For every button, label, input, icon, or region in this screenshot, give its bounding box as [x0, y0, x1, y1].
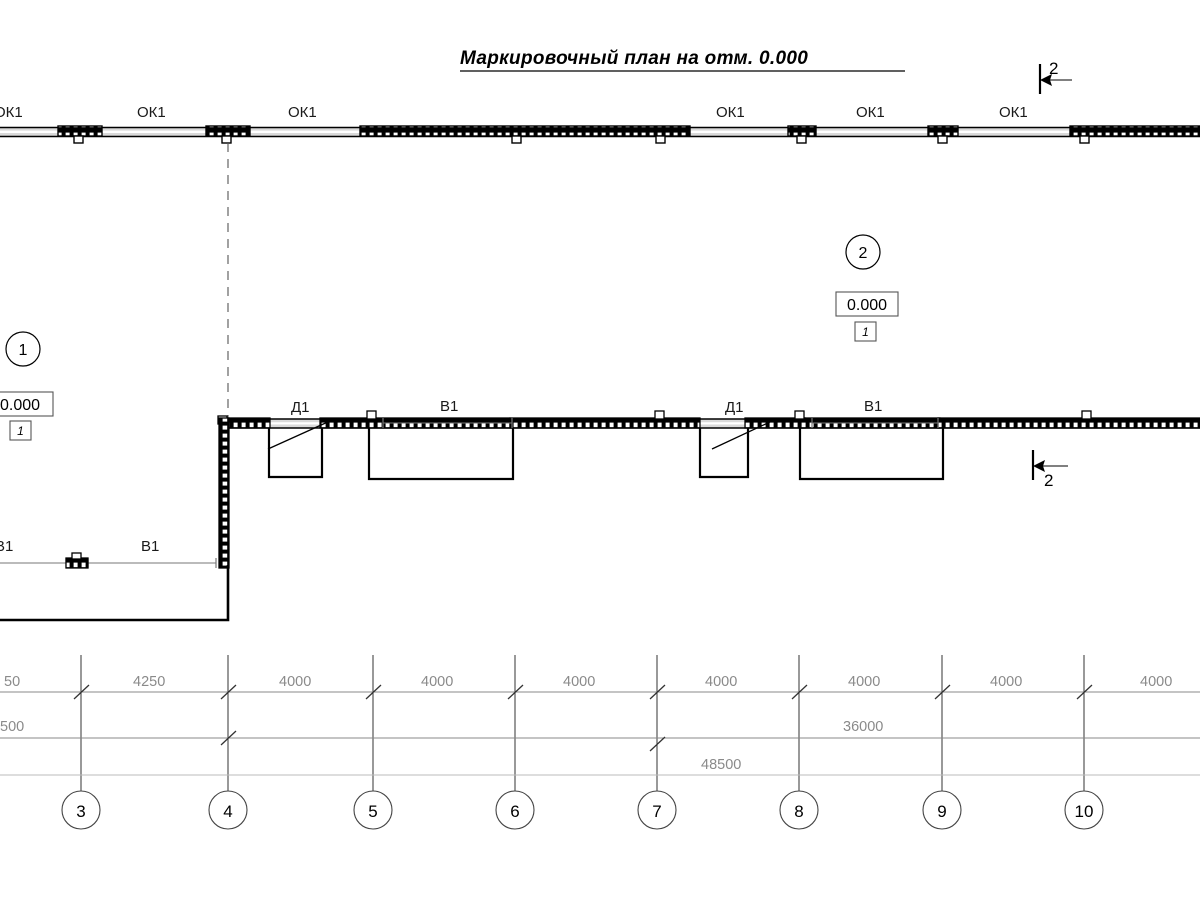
elevation-detail-ref: 1 — [862, 325, 869, 339]
grid-bubble: 10 — [1064, 786, 1104, 830]
window-label: ОК1 — [137, 104, 166, 121]
window-block — [359, 125, 691, 144]
door-label: Д1 — [725, 399, 744, 416]
elevation-value: 0.000 — [847, 297, 887, 314]
lower-wall-dimension — [0, 558, 217, 568]
dimension-row-3: 48500 — [0, 736, 1200, 776]
grid-bubble-label: 9 — [937, 802, 946, 821]
dimension-value: 4250 — [133, 674, 165, 690]
grid-bubble: 9 — [922, 786, 962, 830]
grid-extension-lines — [80, 655, 1085, 792]
lower-wall-labels: В1 В1 — [0, 538, 159, 555]
section-mark-top: 2 — [1038, 59, 1072, 94]
door-label: Д1 — [291, 399, 310, 416]
grid-bubble-label: 7 — [652, 802, 661, 821]
window-label: ОК1 — [716, 104, 745, 121]
dimension-value: 4000 — [705, 674, 737, 690]
window-label: В1 — [440, 398, 458, 415]
top-wall-window-blocks — [57, 125, 1200, 144]
grid-bubble-label: 3 — [76, 802, 85, 821]
grid-bubble: 5 — [353, 786, 393, 830]
dimension-value: 4000 — [563, 674, 595, 690]
grid-bubble-label: 4 — [223, 802, 232, 821]
room-number-1: 1 — [5, 331, 41, 367]
window-block — [927, 125, 959, 144]
window-dimension-lines — [382, 418, 939, 428]
dimension-value: 4000 — [421, 674, 453, 690]
dimension-value: 50 — [4, 674, 20, 690]
window-label: В1 — [141, 538, 159, 555]
room-number-2: 2 — [845, 234, 881, 270]
window-block — [57, 125, 103, 144]
elevation-mark-right: 0.000 1 — [835, 291, 899, 342]
grid-bubble-label: 10 — [1075, 802, 1094, 821]
grid-bubble-label: 8 — [794, 802, 803, 821]
grid-bubble: 3 — [61, 786, 101, 830]
window-label: В1 — [0, 538, 13, 555]
dimension-row-1: 50 4250 4000 4000 4000 4000 4000 4000 40… — [0, 674, 1200, 700]
window-label: В1 — [864, 398, 882, 415]
section-mark-lower: 2 — [1031, 450, 1068, 490]
elevation-detail-ref: 1 — [17, 424, 24, 438]
dimension-value: 4000 — [848, 674, 880, 690]
section-mark-lower-label: 2 — [1044, 471, 1053, 490]
interior-wall-labels: Д1 В1 Д1 В1 — [291, 398, 882, 416]
window-block — [1069, 125, 1200, 144]
dimension-value: 48500 — [701, 757, 741, 773]
grid-bubble: 4 — [208, 786, 248, 830]
window-label: ОК1 — [288, 104, 317, 121]
top-wall-window-labels: ОК1 ОК1 ОК1 ОК1 ОК1 ОК1 — [0, 104, 1028, 121]
elevation-value: 0.000 — [0, 397, 40, 414]
grid-bubble: 8 — [779, 786, 819, 830]
slab-outline — [0, 565, 230, 622]
dimension-value: 4000 — [990, 674, 1022, 690]
dimension-value: 4000 — [1140, 674, 1172, 690]
grid-bubble-label: 6 — [510, 802, 519, 821]
lower-wall-window-block — [65, 552, 89, 569]
door-leader-lines — [267, 420, 773, 450]
grid-bubbles: 3 4 5 6 7 — [61, 786, 1104, 830]
grid-bubble: 6 — [495, 786, 535, 830]
room-number-label: 2 — [859, 245, 868, 262]
window-label: ОК1 — [856, 104, 885, 121]
dimension-row-2: 500 36000 — [0, 719, 1200, 746]
window-label: ОК1 — [999, 104, 1028, 121]
dimension-value: 4000 — [279, 674, 311, 690]
grid-bubble-label: 5 — [368, 802, 377, 821]
dimension-value: 36000 — [843, 719, 883, 735]
interior-wall-vertical — [218, 417, 230, 569]
grid-bubble: 7 — [637, 786, 677, 830]
dimension-value: 500 — [0, 719, 24, 735]
page-title: Маркировочный план на отм. 0.000 — [460, 48, 808, 69]
window-block — [787, 125, 817, 144]
niche-outlines — [267, 424, 945, 481]
section-mark-top-label: 2 — [1049, 59, 1058, 78]
elevation-mark-left: 0.000 1 — [0, 391, 54, 441]
window-label: ОК1 — [0, 104, 23, 121]
room-number-label: 1 — [19, 342, 28, 359]
window-block — [205, 125, 251, 144]
